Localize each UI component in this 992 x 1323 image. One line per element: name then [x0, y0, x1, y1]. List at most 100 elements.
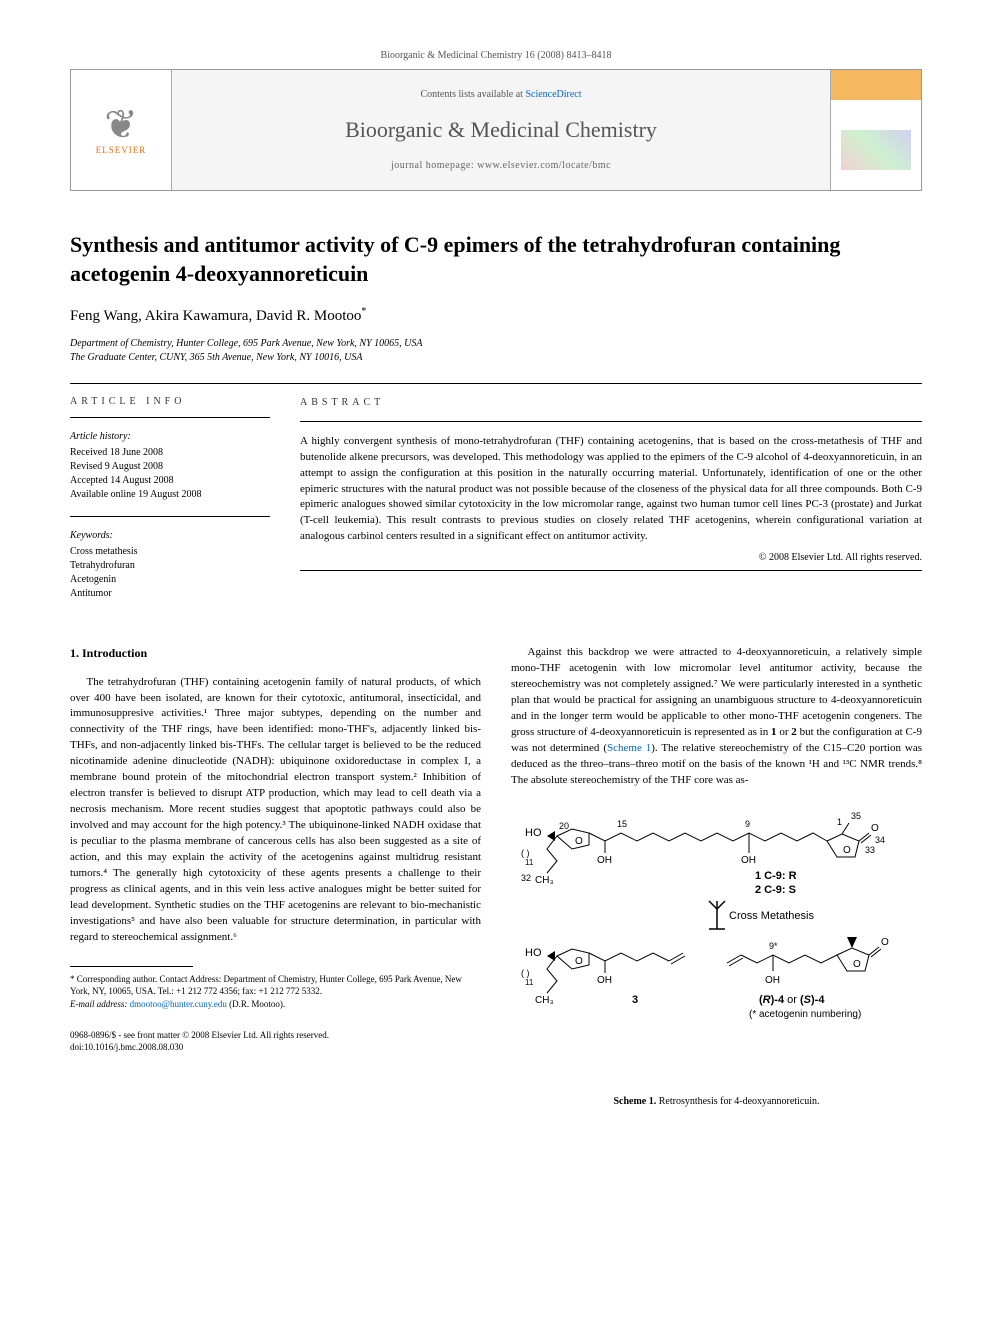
- history-revised: Revised 9 August 2008: [70, 460, 270, 474]
- thf-ring-bot: [557, 949, 589, 969]
- article-title: Synthesis and antitumor activity of C-9 …: [70, 231, 922, 288]
- history-received: Received 18 June 2008: [70, 446, 270, 460]
- sch-cmpd3: 3: [632, 994, 638, 1006]
- co-bond-2: [861, 835, 871, 843]
- co-bond: [859, 833, 869, 841]
- info-divider-1: [70, 417, 270, 418]
- scheme-caption-text: Retrosynthesis for 4-deoxyannoreticuin.: [656, 1096, 819, 1107]
- sch-n32: 32: [521, 873, 531, 883]
- sch-o1: O: [575, 836, 583, 847]
- scheme-1-caption: Scheme 1. Retrosynthesis for 4-deoxyanno…: [511, 1095, 922, 1110]
- affiliations: Department of Chemistry, Hunter College,…: [70, 337, 922, 365]
- keyword-2: Tetrahydrofuran: [70, 559, 270, 573]
- sch-o4: O: [853, 959, 861, 970]
- corresponding-footnote: * Corresponding author. Contact Address:…: [70, 973, 481, 998]
- wedge-me: [847, 937, 857, 948]
- issn-line: 0968-0896/$ - see front matter © 2008 El…: [70, 1030, 481, 1042]
- alkene-2b: [729, 958, 743, 966]
- header-citation: Bioorganic & Medicinal Chemistry 16 (200…: [70, 50, 922, 61]
- email-footnote: E-mail address: dmootoo@hunter.cuny.edu …: [70, 998, 481, 1011]
- history-heading: Article history:: [70, 430, 270, 444]
- cover-thumb-art: [831, 70, 921, 190]
- para2-a: Against this backdrop we were attracted …: [511, 646, 922, 738]
- sch-paren11b-n: 11: [525, 978, 534, 987]
- sch-n33: 33: [865, 845, 875, 855]
- para2-b: or: [777, 726, 792, 738]
- alkene-1: [669, 953, 683, 961]
- sch-ho1: HO: [525, 827, 542, 839]
- me-bond: [842, 823, 849, 834]
- sciencedirect-link[interactable]: ScienceDirect: [525, 89, 581, 100]
- sch-o2: O: [843, 845, 851, 856]
- contents-line: Contents lists available at ScienceDirec…: [182, 89, 820, 100]
- article-info-column: ARTICLE INFO Article history: Received 1…: [70, 396, 270, 615]
- homepage-line: journal homepage: www.elsevier.com/locat…: [182, 160, 820, 171]
- publisher-name: ELSEVIER: [96, 145, 147, 155]
- right-column: Against this backdrop we were attracted …: [511, 645, 922, 1109]
- scheme-1: HO 20 O 15 9 OH OH 1: [511, 801, 922, 1109]
- abstract-divider-bottom: [300, 570, 922, 571]
- doi-line: doi:10.1016/j.bmc.2008.08.030: [70, 1042, 481, 1054]
- intro-para-1: The tetrahydrofuran (THF) containing ace…: [70, 675, 481, 946]
- sch-cmpd2: 2 C-9: S: [755, 884, 796, 896]
- section-1-heading: 1. Introduction: [70, 645, 481, 662]
- sch-o5: O: [881, 937, 889, 948]
- banner-center: Contents lists available at ScienceDirec…: [172, 70, 830, 190]
- history-accepted: Accepted 14 August 2008: [70, 474, 270, 488]
- chain-down: [547, 836, 557, 873]
- sch-oh4: OH: [765, 975, 780, 986]
- sch-cmpd4: (R)-4 or (S)-4: [759, 994, 825, 1006]
- sch-ch3-2: CH₃: [535, 995, 554, 1006]
- homepage-url: www.elsevier.com/locate/bmc: [477, 160, 611, 171]
- author-list: Feng Wang, Akira Kawamura, David R. Moot…: [70, 308, 361, 324]
- sch-n1: 1: [837, 817, 842, 827]
- sch-n34: 34: [875, 835, 885, 845]
- sch-n15: 15: [617, 819, 627, 829]
- chain-bot-left: [589, 953, 669, 961]
- keyword-3: Acetogenin: [70, 573, 270, 587]
- intro-para-2: Against this backdrop we were attracted …: [511, 645, 922, 788]
- sch-ch3-1: CH₃: [535, 875, 554, 886]
- abstract-text: A highly convergent synthesis of mono-te…: [300, 434, 922, 546]
- divider-top: [70, 383, 922, 384]
- body-two-column: 1. Introduction The tetrahydrofuran (THF…: [70, 645, 922, 1109]
- corresponding-marker: *: [361, 306, 366, 317]
- sch-cmpd4-note: (* acetogenin numbering): [749, 1009, 861, 1020]
- retro-arrow-r: [717, 901, 725, 909]
- chain-top: [589, 833, 827, 841]
- retro-arrow-l: [709, 901, 717, 909]
- abstract-heading: ABSTRACT: [300, 396, 922, 411]
- publisher-logo-box: ❦ ELSEVIER: [71, 70, 172, 190]
- sch-n9: 9: [745, 819, 750, 829]
- scheme-caption-bold: Scheme 1.: [613, 1096, 656, 1107]
- keywords-heading: Keywords:: [70, 529, 270, 543]
- co-bond-b2: [871, 949, 881, 957]
- left-column: 1. Introduction The tetrahydrofuran (THF…: [70, 645, 481, 1109]
- abstract-divider: [300, 421, 922, 422]
- homepage-prefix: journal homepage:: [391, 160, 477, 171]
- authors: Feng Wang, Akira Kawamura, David R. Moot…: [70, 306, 922, 325]
- chain-down-2: [547, 956, 557, 993]
- email-link[interactable]: dmootoo@hunter.cuny.edu: [130, 999, 227, 1009]
- sch-oh2: OH: [741, 855, 756, 866]
- sch-paren11: ( ): [521, 848, 530, 858]
- sch-oh1: OH: [597, 855, 612, 866]
- sch-paren11-n: 11: [525, 858, 534, 867]
- info-divider-2: [70, 516, 270, 517]
- history-online: Available online 19 August 2008: [70, 488, 270, 502]
- footnote-divider: [70, 966, 193, 967]
- scheme-1-svg: HO 20 O 15 9 OH OH 1: [517, 801, 917, 1081]
- abstract-copyright: © 2008 Elsevier Ltd. All rights reserved…: [300, 551, 922, 566]
- keyword-1: Cross metathesis: [70, 545, 270, 559]
- abstract-column: ABSTRACT A highly convergent synthesis o…: [300, 396, 922, 615]
- sch-oh3: OH: [597, 975, 612, 986]
- affiliation-1: Department of Chemistry, Hunter College,…: [70, 337, 922, 351]
- sch-arrow-label: Cross Metathesis: [729, 910, 814, 922]
- scheme-1-link[interactable]: Scheme 1: [607, 742, 651, 754]
- alkene-2: [727, 955, 741, 963]
- sch-n9b: 9*: [769, 941, 778, 951]
- journal-name: Bioorganic & Medicinal Chemistry: [182, 117, 820, 143]
- sch-paren11b-br: ( ): [521, 968, 530, 978]
- sch-n35: 35: [851, 811, 861, 821]
- sch-ho2: HO: [525, 947, 542, 959]
